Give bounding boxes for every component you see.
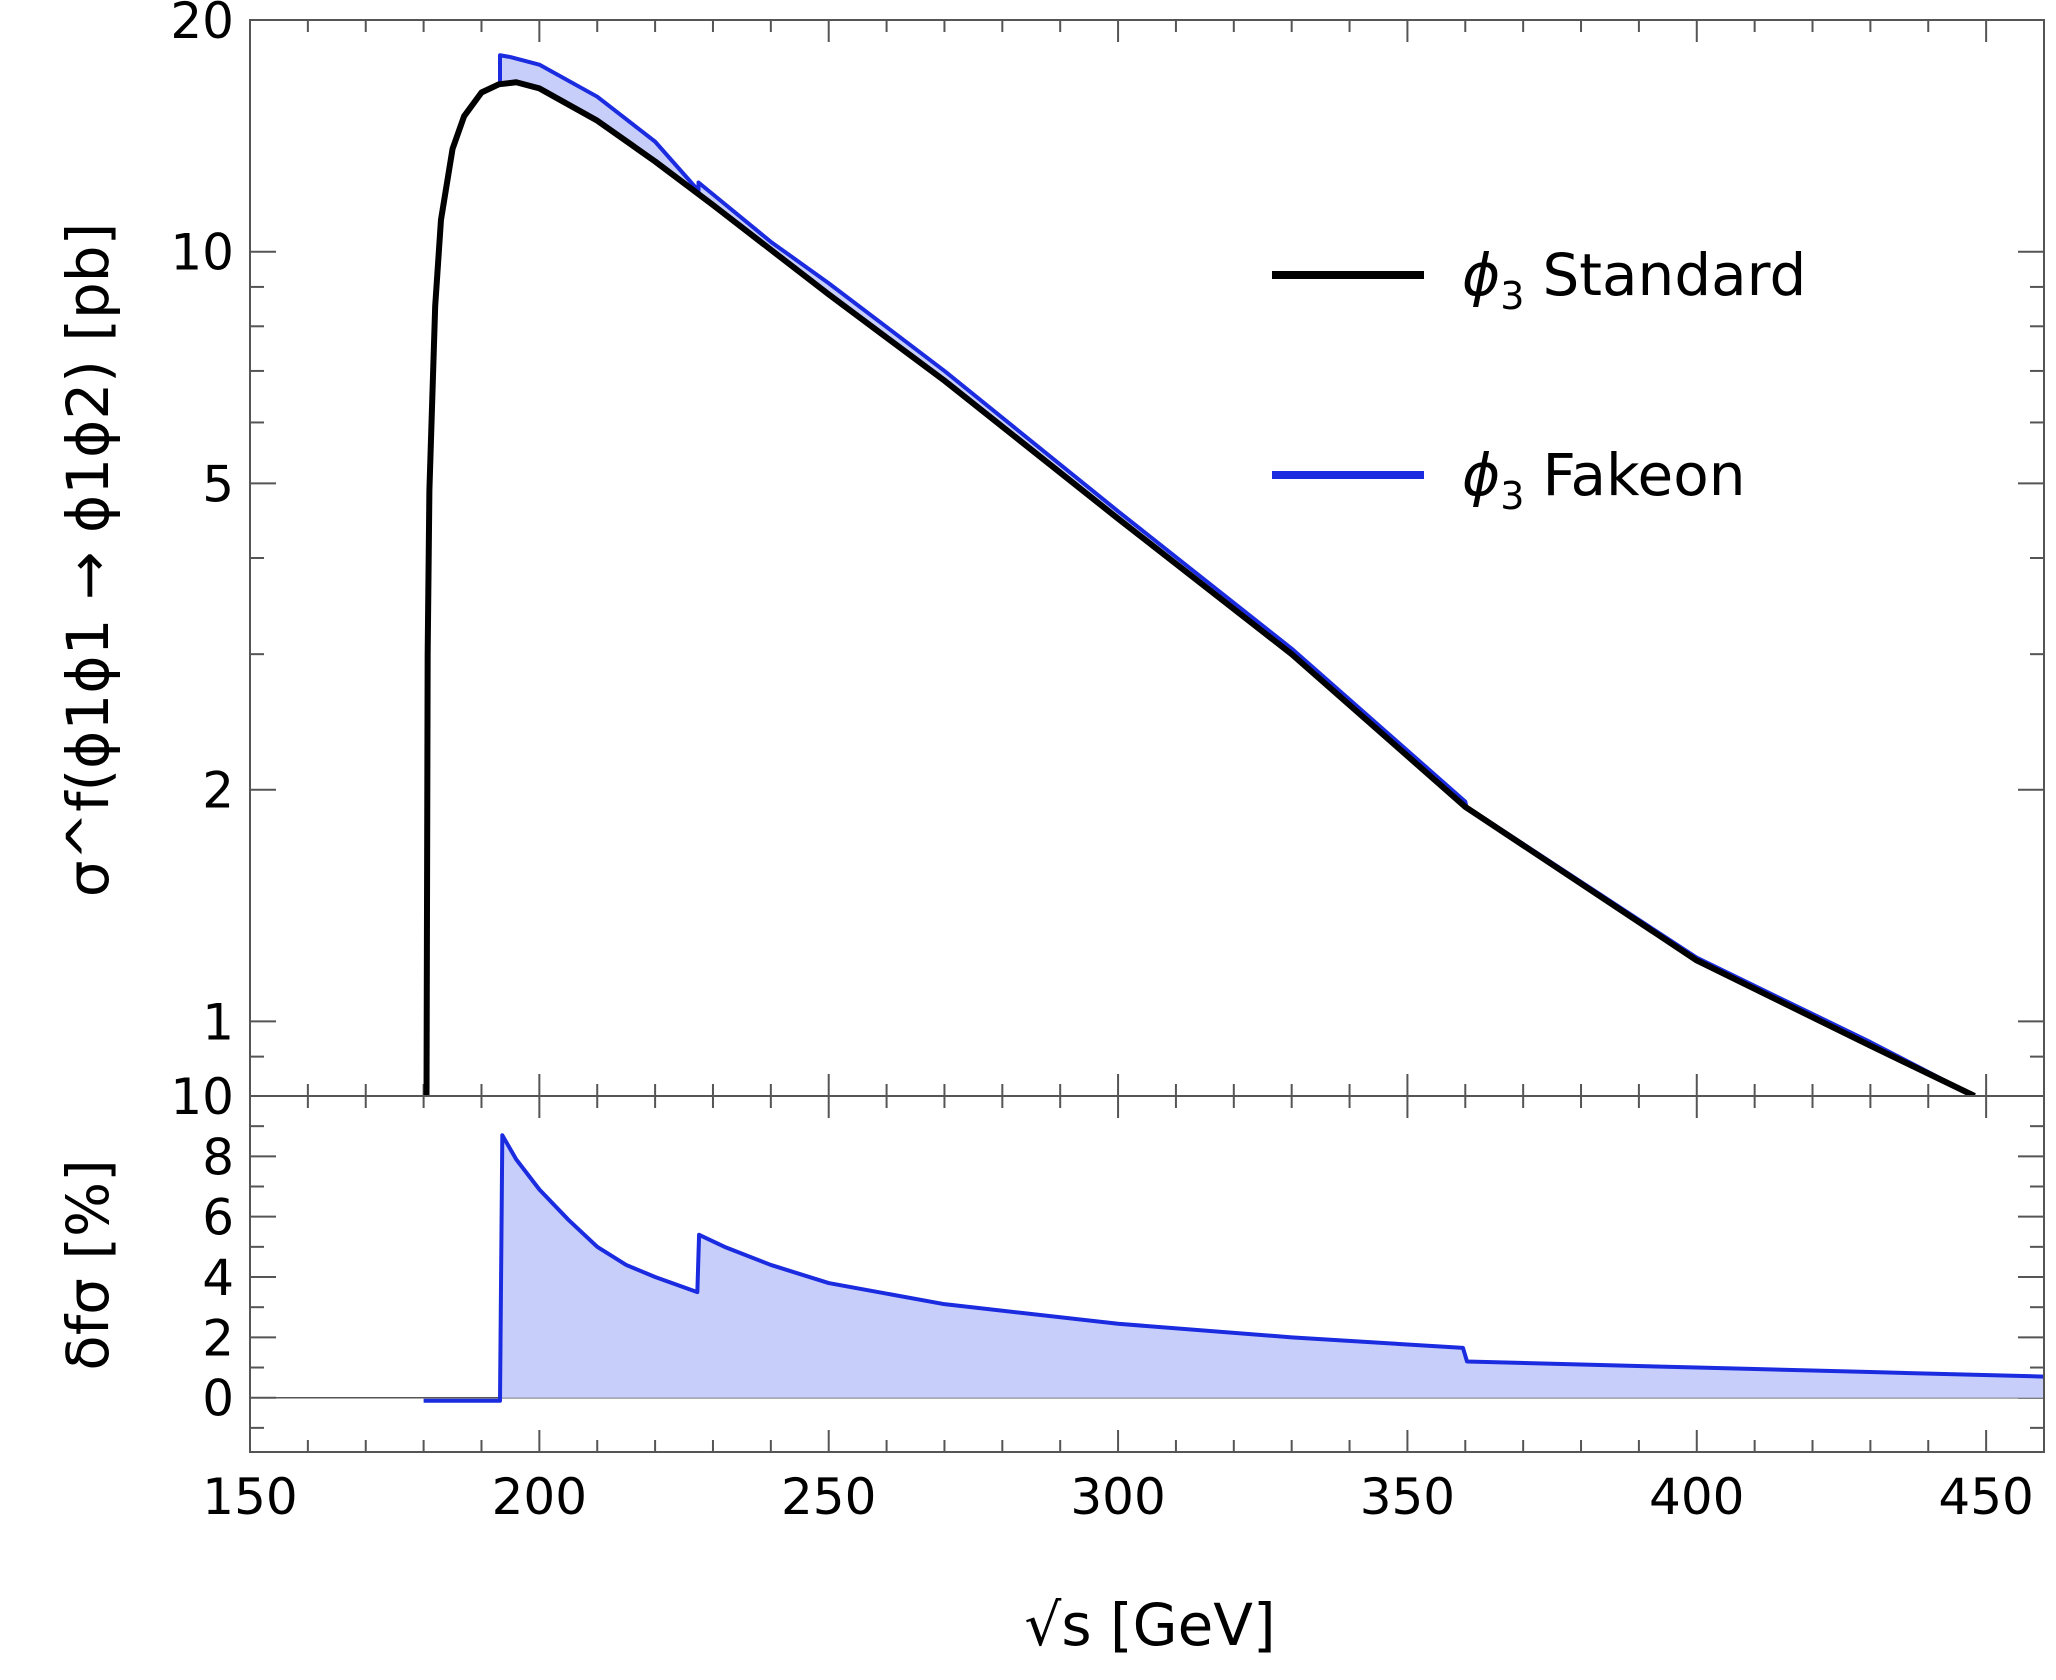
top-panel-series xyxy=(423,53,1976,1096)
top-panel-ticks xyxy=(250,19,2045,1097)
correction-area xyxy=(500,1135,2044,1401)
x-tick-label: 250 xyxy=(781,1468,876,1526)
y-tick-label: 20 xyxy=(170,0,234,50)
x-tick-labels: 150 200 250 300 350 400 450 xyxy=(202,1468,2034,1526)
x-tick-label: 300 xyxy=(1070,1468,1165,1526)
bottom-panel-frame xyxy=(249,1095,2045,1453)
top-y-axis-title: σ^f(ϕ1ϕ1 → ϕ1ϕ2) [pb] xyxy=(54,223,122,897)
y-tick-label: 6 xyxy=(202,1189,234,1247)
y-tick-label: 2 xyxy=(202,1309,234,1367)
bottom-y-axis-title: δfσ [%] xyxy=(54,1159,122,1370)
legend: ϕ3 Standard ϕ3 Fakeon xyxy=(1272,241,1806,518)
y-tick-label: 1 xyxy=(202,993,234,1051)
legend-label-standard: ϕ3 Standard xyxy=(1462,241,1806,318)
x-tick-label: 450 xyxy=(1938,1468,2033,1526)
x-tick-label: 400 xyxy=(1649,1468,1744,1526)
y-tick-label: 8 xyxy=(202,1128,234,1186)
bottom-panel-series xyxy=(250,1133,2044,1403)
bottom-panel-ticks xyxy=(250,1095,2045,1452)
y-tick-label: 5 xyxy=(202,455,234,513)
y-tick-label: 10 xyxy=(170,224,234,282)
x-axis-title: √s [GeV] xyxy=(1024,1591,1275,1659)
top-y-tick-labels: 1 2 5 10 20 xyxy=(170,0,234,1051)
legend-label-fakeon: ϕ3 Fakeon xyxy=(1462,441,1745,518)
x-tick-label: 150 xyxy=(202,1468,297,1526)
x-tick-label: 350 xyxy=(1360,1468,1455,1526)
cross-section-panel: 1 2 5 10 20 xyxy=(170,0,2045,1097)
top-panel-frame xyxy=(249,19,2045,1097)
standard-curve xyxy=(423,79,1976,1096)
y-tick-label: 10 xyxy=(170,1068,234,1126)
y-tick-label: 2 xyxy=(202,762,234,820)
y-tick-label: 0 xyxy=(202,1370,234,1428)
correction-curve xyxy=(423,1133,2044,1403)
x-tick-label: 200 xyxy=(492,1468,587,1526)
y-tick-label: 4 xyxy=(202,1249,234,1307)
